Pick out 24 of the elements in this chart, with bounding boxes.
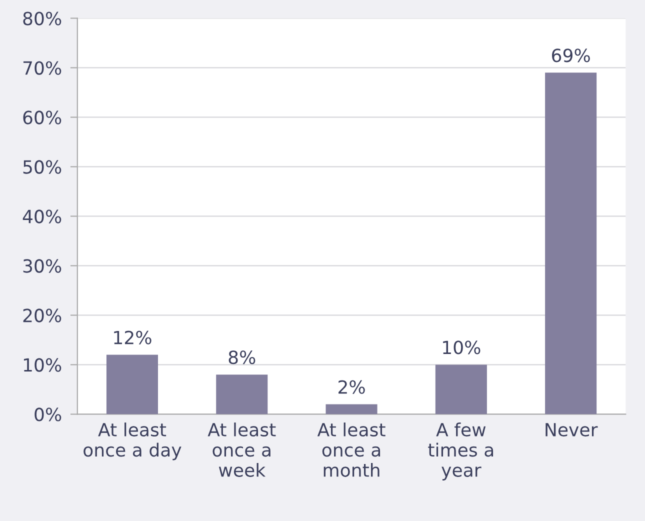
x-tick-label: At least once a day xyxy=(84,422,182,460)
bar xyxy=(326,404,378,414)
y-tick-label: 70% xyxy=(23,61,62,75)
data-label: 12% xyxy=(114,330,152,344)
data-label: 69% xyxy=(552,48,590,62)
y-tick-label: 10% xyxy=(24,358,62,372)
x-tick-label: Never xyxy=(546,423,598,437)
bar xyxy=(545,72,597,414)
data-label: 2% xyxy=(338,380,365,394)
y-tick-label: 20% xyxy=(23,308,62,322)
x-tick-label: A few times a year xyxy=(428,422,494,480)
data-label: 10% xyxy=(443,340,480,354)
bar xyxy=(216,374,268,414)
bar xyxy=(435,364,487,414)
y-tick-label: 50% xyxy=(23,160,62,174)
x-tick-label: At least once a month xyxy=(317,422,386,477)
y-tick-label: 40% xyxy=(22,210,62,224)
y-tick-label: 80% xyxy=(23,12,62,26)
data-label: 8% xyxy=(228,350,256,364)
y-tick-label: 60% xyxy=(23,110,62,124)
y-tick-label: 0% xyxy=(34,408,62,422)
y-tick-label: 30% xyxy=(23,259,62,273)
x-tick-label: At least once a week xyxy=(208,422,276,477)
bar xyxy=(106,354,158,414)
